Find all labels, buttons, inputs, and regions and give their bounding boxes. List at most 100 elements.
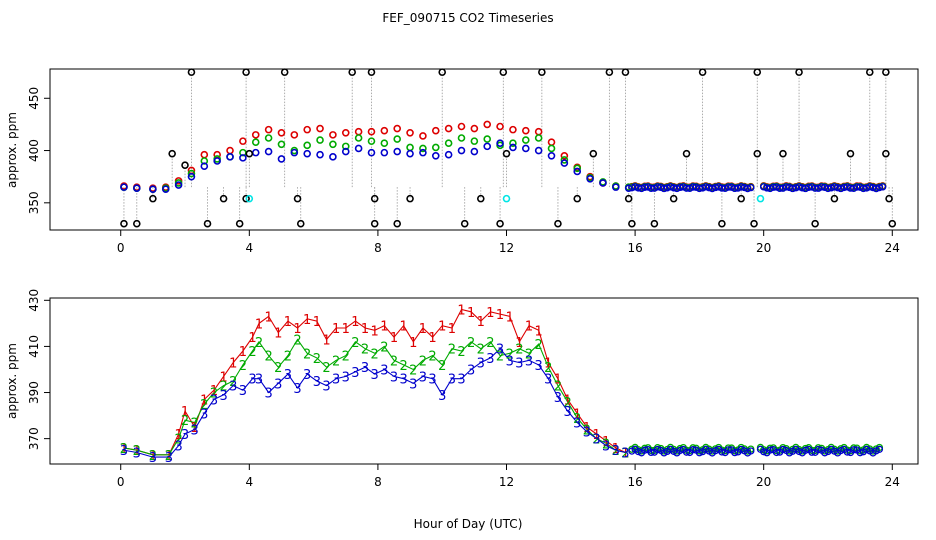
series-symbol-3: 3	[573, 417, 581, 432]
bottom-tail-marker	[676, 446, 684, 455]
series-symbol-1: 1	[506, 310, 514, 325]
top-marker-red	[303, 125, 311, 134]
top-marker-blue	[878, 183, 887, 191]
top-marker-blue	[431, 151, 440, 160]
x-tick-label: 4	[245, 241, 253, 255]
x-tick-label: 20	[756, 241, 771, 255]
top-marker-green	[406, 143, 414, 152]
series-symbol-2: 2	[120, 442, 128, 457]
top-marker-red	[200, 150, 209, 159]
series-symbol-1: 1	[303, 313, 311, 328]
series-symbol-3: 3	[602, 440, 610, 455]
top-marker-black	[624, 194, 633, 203]
top-marker-black	[149, 194, 157, 203]
series-symbol-3: 3	[506, 354, 514, 369]
series-symbol-3: 3	[284, 368, 292, 383]
top-marker-blue	[660, 184, 668, 193]
top-marker-blue	[200, 162, 209, 171]
top-marker-black	[393, 219, 402, 228]
series-symbol-2: 2	[274, 361, 282, 376]
bottom-tail-marker	[814, 445, 822, 454]
top-marker-blue	[695, 184, 704, 193]
series-symbol-2: 2	[313, 352, 321, 367]
top-marker-blue	[444, 150, 453, 159]
series-symbol-2: 2	[165, 449, 173, 464]
series-symbol-1: 1	[612, 442, 620, 457]
series-line-3	[123, 347, 626, 458]
top-marker-blue	[759, 183, 768, 191]
top-marker-red	[251, 131, 260, 139]
series-symbol-2: 2	[612, 444, 620, 459]
top-marker-red	[264, 125, 273, 134]
series-symbol-1: 1	[621, 446, 629, 461]
series-symbol-2: 2	[390, 354, 398, 369]
series-symbol-2: 2	[457, 345, 465, 360]
series-symbol-1: 1	[438, 320, 446, 335]
x-tick-label: 8	[374, 475, 382, 489]
bottom-tail-marker	[760, 448, 768, 456]
series-symbol-1: 1	[313, 315, 321, 330]
series-symbol-2: 2	[496, 350, 504, 365]
series-symbol-2: 2	[428, 350, 436, 365]
series-symbol-1: 1	[264, 310, 272, 325]
top-marker-black	[370, 194, 379, 203]
top-marker-green	[457, 134, 466, 142]
series-symbol-3: 3	[149, 451, 157, 466]
series-symbol-3: 3	[181, 428, 189, 443]
series-symbol-2: 2	[361, 343, 369, 358]
top-marker-green	[264, 134, 273, 142]
top-marker-green	[380, 139, 389, 148]
bottom-tail-marker	[850, 446, 858, 454]
series-symbol-2: 2	[486, 336, 494, 351]
series-symbol-3: 3	[351, 366, 359, 381]
top-marker-red	[509, 125, 517, 134]
top-marker-black	[737, 194, 745, 203]
top-marker-blue	[612, 183, 620, 191]
top-marker-black	[628, 219, 636, 228]
series-symbol-3: 3	[165, 451, 173, 466]
series-symbol-1: 1	[174, 428, 182, 443]
series-symbol-1: 1	[284, 315, 292, 330]
top-marker-blue	[795, 183, 803, 191]
series-symbol-3: 3	[322, 380, 330, 395]
series-symbol-2: 2	[371, 347, 379, 362]
series-symbol-3: 3	[255, 373, 263, 388]
top-marker-green	[393, 135, 402, 143]
series-symbol-3: 3	[486, 352, 494, 367]
series-symbol-1: 1	[274, 327, 282, 342]
top-marker-red	[239, 137, 247, 145]
top-marker-blue	[316, 150, 324, 159]
series-symbol-2: 2	[409, 363, 417, 378]
series-line-1	[123, 308, 626, 456]
bottom-tail-marker	[689, 446, 697, 454]
series-symbol-2: 2	[477, 343, 485, 358]
series-symbol-2: 2	[602, 437, 610, 452]
series-symbol-1: 1	[563, 393, 571, 408]
top-marker-green	[316, 136, 324, 144]
series-symbol-1: 1	[248, 331, 256, 346]
top-marker-red	[329, 131, 337, 139]
bottom-tail-marker	[766, 446, 774, 454]
top-marker-black	[242, 194, 250, 203]
top-marker-black	[460, 219, 469, 228]
series-symbol-2: 2	[467, 336, 475, 351]
bottom-tail-marker	[634, 447, 642, 456]
top-marker-green	[354, 134, 363, 142]
x-tick-label: 16	[627, 241, 642, 255]
top-marker-green	[444, 139, 453, 148]
top-marker-blue	[782, 183, 790, 191]
series-symbol-2: 2	[621, 446, 629, 461]
top-marker-black	[406, 194, 414, 203]
top-marker-blue	[817, 183, 826, 191]
top-marker-blue	[174, 181, 183, 189]
top-marker-red	[419, 132, 427, 140]
series-symbol-2: 2	[322, 361, 330, 376]
top-marker-red	[457, 122, 466, 131]
top-marker-green	[560, 156, 569, 164]
series-symbol-1: 1	[554, 373, 562, 388]
series-symbol-1: 1	[191, 421, 199, 436]
series-symbol-1: 1	[535, 324, 543, 339]
bottom-lines	[123, 308, 626, 458]
series-symbol-3: 3	[390, 370, 398, 385]
series-symbol-3: 3	[515, 357, 523, 372]
